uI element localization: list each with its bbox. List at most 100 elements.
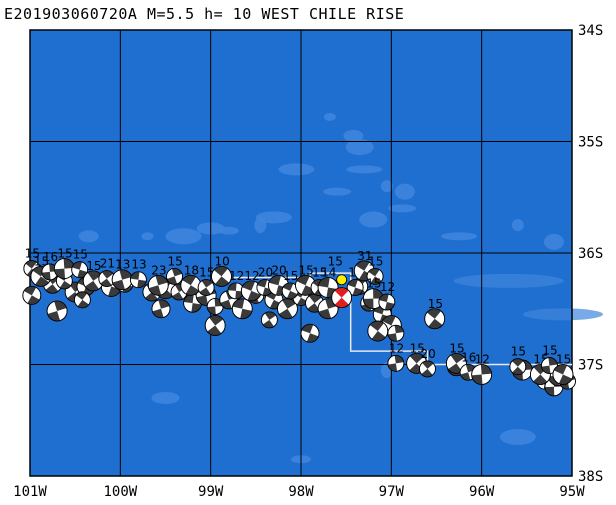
focal-mechanism bbox=[387, 324, 405, 342]
longitude-tick-label: 97W bbox=[379, 484, 405, 500]
focal-mechanism bbox=[111, 269, 133, 291]
latitude-tick-label: 36S bbox=[578, 246, 603, 262]
seamount-feature bbox=[345, 139, 374, 156]
seamount-feature bbox=[441, 232, 478, 241]
focal-mechanism bbox=[71, 261, 89, 279]
mechanism-depth-label: 15 bbox=[168, 254, 183, 268]
focal-mechanism bbox=[197, 279, 215, 296]
ridge-band bbox=[453, 273, 564, 288]
mechanism-depth-label: 20 bbox=[271, 263, 286, 277]
mechanism-depth-label: 15 bbox=[428, 297, 443, 311]
mechanism-depth-label: 15 bbox=[299, 263, 314, 277]
seamount-feature bbox=[151, 391, 180, 404]
seamount-feature bbox=[343, 129, 364, 142]
focal-mechanism bbox=[419, 360, 436, 378]
mechanism-depth-label: 13 bbox=[115, 258, 130, 272]
seamount-feature bbox=[141, 232, 154, 241]
longitude-tick-label: 98W bbox=[288, 484, 314, 500]
mechanism-depth-label: 15 bbox=[283, 269, 298, 283]
seamount-feature bbox=[323, 187, 352, 196]
latitude-tick-label: 35S bbox=[578, 135, 603, 151]
map-frame bbox=[29, 29, 573, 477]
mechanism-depth-label: 13 bbox=[131, 258, 146, 272]
seamount-feature bbox=[78, 230, 99, 243]
longitude-tick-label: 95W bbox=[559, 484, 585, 500]
seamount-feature bbox=[388, 204, 417, 213]
mechanism-depth-label: 15 bbox=[449, 341, 464, 355]
focal-mechanism bbox=[206, 298, 224, 315]
focal-mechanism bbox=[166, 267, 183, 285]
epicenter-marker bbox=[336, 274, 348, 286]
focal-mechanism bbox=[346, 279, 364, 296]
mechanism-depth-label: 15 bbox=[410, 341, 425, 355]
focal-mechanism bbox=[317, 298, 339, 320]
seamount-feature bbox=[165, 228, 202, 245]
seafloor-features bbox=[78, 112, 603, 464]
mechanism-depth-label: 20 bbox=[258, 266, 273, 280]
seamount-feature bbox=[278, 163, 315, 176]
seamount-feature bbox=[499, 428, 536, 445]
mechanism-depth-label: 18 bbox=[184, 263, 199, 277]
longitude-tick-label: 100W bbox=[103, 484, 137, 500]
latitude-tick-label: 37S bbox=[578, 358, 603, 374]
focal-mechanism bbox=[211, 265, 232, 287]
mechanism-depth-label: 15 bbox=[312, 266, 327, 280]
focal-mechanism bbox=[53, 258, 75, 279]
mechanism-depth-label: 23 bbox=[151, 263, 166, 277]
longitude-tick-label: 99W bbox=[198, 484, 224, 500]
mechanism-depth-label: 15 bbox=[199, 266, 214, 280]
focal-mechanism bbox=[471, 364, 493, 385]
focal-mechanism bbox=[281, 282, 299, 300]
mechanism-depth-label: 16 bbox=[461, 350, 476, 364]
seamount-feature bbox=[543, 233, 564, 250]
seamount-feature bbox=[346, 165, 383, 174]
mechanism-depth-label: 14 bbox=[321, 266, 336, 280]
latitude-tick-label: 38S bbox=[578, 469, 603, 485]
mechanism-depth-label: 12 bbox=[475, 353, 490, 367]
focal-mechanism bbox=[180, 274, 202, 296]
focal-mechanism bbox=[424, 308, 446, 330]
focal-mechanism bbox=[509, 358, 527, 376]
focal-mechanism bbox=[151, 299, 171, 319]
seamount-feature bbox=[394, 183, 415, 200]
seamount-feature bbox=[380, 180, 393, 193]
map-title: E201903060720A M=5.5 h= 10 WEST CHILE RI… bbox=[4, 5, 405, 23]
main-event-depth-label: 15 bbox=[328, 255, 343, 269]
seamount-feature bbox=[359, 211, 388, 228]
focal-mechanism bbox=[552, 364, 574, 385]
focal-mechanism bbox=[378, 293, 396, 311]
main-event-mechanism bbox=[331, 287, 353, 309]
focal-mechanism bbox=[300, 323, 320, 343]
focal-mechanism bbox=[231, 298, 253, 320]
ridge-band bbox=[522, 308, 603, 321]
focal-mechanism bbox=[362, 288, 384, 310]
focal-mechanism bbox=[387, 354, 405, 372]
focal-mechanism bbox=[98, 270, 116, 288]
longitude-tick-label: 101W bbox=[13, 484, 47, 500]
focal-mechanism bbox=[46, 300, 68, 322]
mechanism-depth-label: 10 bbox=[215, 254, 230, 268]
mechanism-depth-label: 15 bbox=[25, 247, 40, 261]
focal-mechanism bbox=[366, 267, 384, 285]
focal-mechanism bbox=[73, 291, 91, 309]
longitude-tick-label: 96W bbox=[469, 484, 495, 500]
seamount-feature bbox=[254, 217, 267, 234]
mechanism-depth-label: 12 bbox=[380, 280, 395, 294]
mechanism-depth-label: 12 bbox=[389, 341, 404, 355]
mechanism-depth-label: 15 bbox=[73, 248, 88, 262]
focal-mechanism bbox=[204, 315, 226, 336]
focal-mechanism bbox=[260, 311, 278, 329]
mechanism-depth-label: 20 bbox=[420, 347, 435, 361]
focal-mechanism bbox=[22, 285, 42, 305]
mechanism-depth-label: 12 bbox=[229, 269, 244, 283]
mechanism-depth-label: 16 bbox=[43, 250, 58, 264]
mechanism-depth-label: 15 bbox=[57, 247, 72, 261]
mechanism-depth-label: 31 bbox=[357, 249, 372, 263]
lat-lon-grid bbox=[29, 29, 573, 477]
focal-mechanism bbox=[367, 320, 389, 342]
focal-mechanism bbox=[295, 274, 316, 296]
focal-mechanism bbox=[277, 298, 298, 320]
focal-mechanism bbox=[41, 263, 59, 281]
